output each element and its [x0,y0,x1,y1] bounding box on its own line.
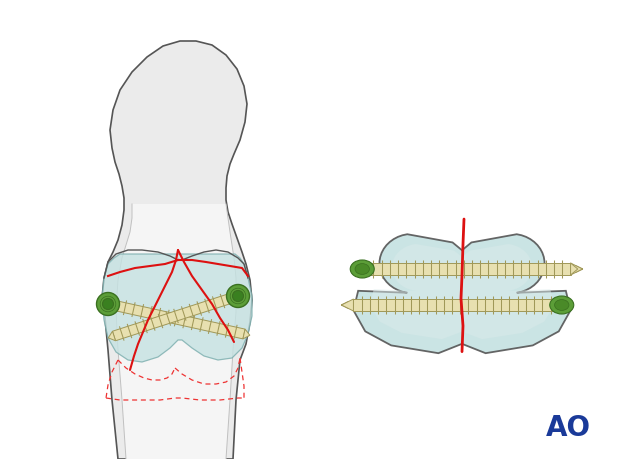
Polygon shape [370,244,554,339]
Polygon shape [559,299,566,311]
Polygon shape [102,41,252,459]
Ellipse shape [550,296,574,314]
Polygon shape [102,254,252,362]
Circle shape [102,298,113,309]
Ellipse shape [355,263,370,274]
Polygon shape [108,331,115,341]
Polygon shape [570,263,578,275]
Ellipse shape [554,300,569,310]
Polygon shape [570,263,583,275]
Polygon shape [107,299,245,339]
Text: AO: AO [546,414,590,442]
Ellipse shape [350,260,374,278]
Circle shape [232,291,244,302]
Polygon shape [353,299,559,311]
Circle shape [226,285,249,308]
Polygon shape [342,299,353,311]
Polygon shape [243,329,250,339]
Polygon shape [353,234,570,353]
Circle shape [97,292,120,315]
Polygon shape [116,204,236,459]
Polygon shape [365,263,570,275]
Polygon shape [112,291,239,341]
